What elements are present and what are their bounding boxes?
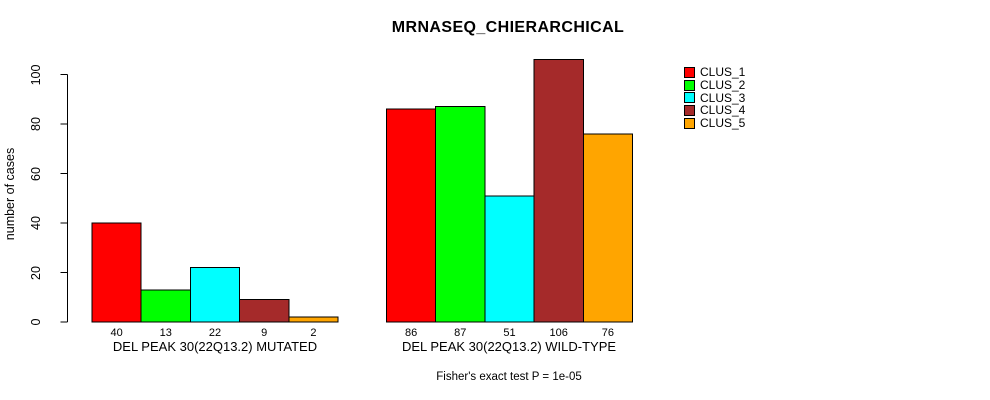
legend-swatch	[684, 79, 695, 91]
bar-value-label: 13	[159, 327, 172, 339]
legend-swatch	[684, 117, 695, 129]
legend-label: CLUS_4	[700, 103, 746, 118]
legend-label: CLUS_1	[700, 65, 746, 80]
y-tick-label: 40	[29, 216, 43, 230]
legend-label: CLUS_3	[700, 90, 746, 105]
bar-value-label: 106	[549, 327, 568, 339]
bar-CLUS_3	[484, 195, 535, 323]
bar-CLUS_1	[91, 222, 142, 323]
y-tick-label: 0	[29, 318, 43, 326]
legend-item: CLUS_1	[684, 66, 745, 79]
bar-value-label: 2	[310, 327, 317, 339]
chart-title: MRNASEQ_CHIERARCHICAL	[391, 19, 625, 36]
bar-CLUS_4	[239, 299, 290, 323]
bar-value-label: 76	[601, 327, 615, 339]
bar-CLUS_2	[435, 106, 486, 323]
bar-value-label: 22	[208, 327, 222, 339]
bar-CLUS_5	[288, 316, 339, 323]
legend: CLUS_1 CLUS_2 CLUS_3 CLUS_4 CLUS_5	[684, 66, 745, 129]
bar-CLUS_2	[140, 289, 191, 323]
bar-value-label: 51	[503, 327, 516, 339]
legend-label: CLUS_5	[700, 116, 746, 131]
legend-swatch	[684, 66, 695, 78]
bar-CLUS_1	[386, 108, 437, 323]
y-tick-label: 100	[29, 64, 43, 85]
bar-CLUS_5	[582, 133, 633, 323]
bar-value-label: 40	[110, 327, 123, 339]
legend-label: CLUS_2	[700, 78, 746, 93]
bar-value-label: 87	[454, 327, 467, 339]
bar-CLUS_4	[533, 59, 584, 323]
y-tick-label: 60	[29, 166, 43, 181]
legend-item: CLUS_5	[684, 117, 745, 130]
x-group-label-wildtype: DEL PEAK 30(22Q13.2) WILD-TYPE	[401, 339, 617, 354]
legend-swatch	[684, 92, 695, 104]
legend-item: CLUS_3	[684, 91, 745, 104]
y-tick-label: 20	[29, 265, 43, 280]
y-tick-label: 80	[29, 117, 43, 131]
legend-item: CLUS_2	[684, 79, 745, 92]
x-group-label-mutated: DEL PEAK 30(22Q13.2) MUTATED	[112, 339, 318, 354]
legend-swatch	[684, 104, 695, 116]
legend-item: CLUS_4	[684, 104, 745, 117]
bar-value-label: 9	[261, 327, 268, 339]
bar-value-label: 86	[404, 327, 418, 339]
footer-annotation: Fisher's exact test P = 1e-05	[436, 371, 582, 383]
bar-CLUS_3	[189, 267, 241, 323]
